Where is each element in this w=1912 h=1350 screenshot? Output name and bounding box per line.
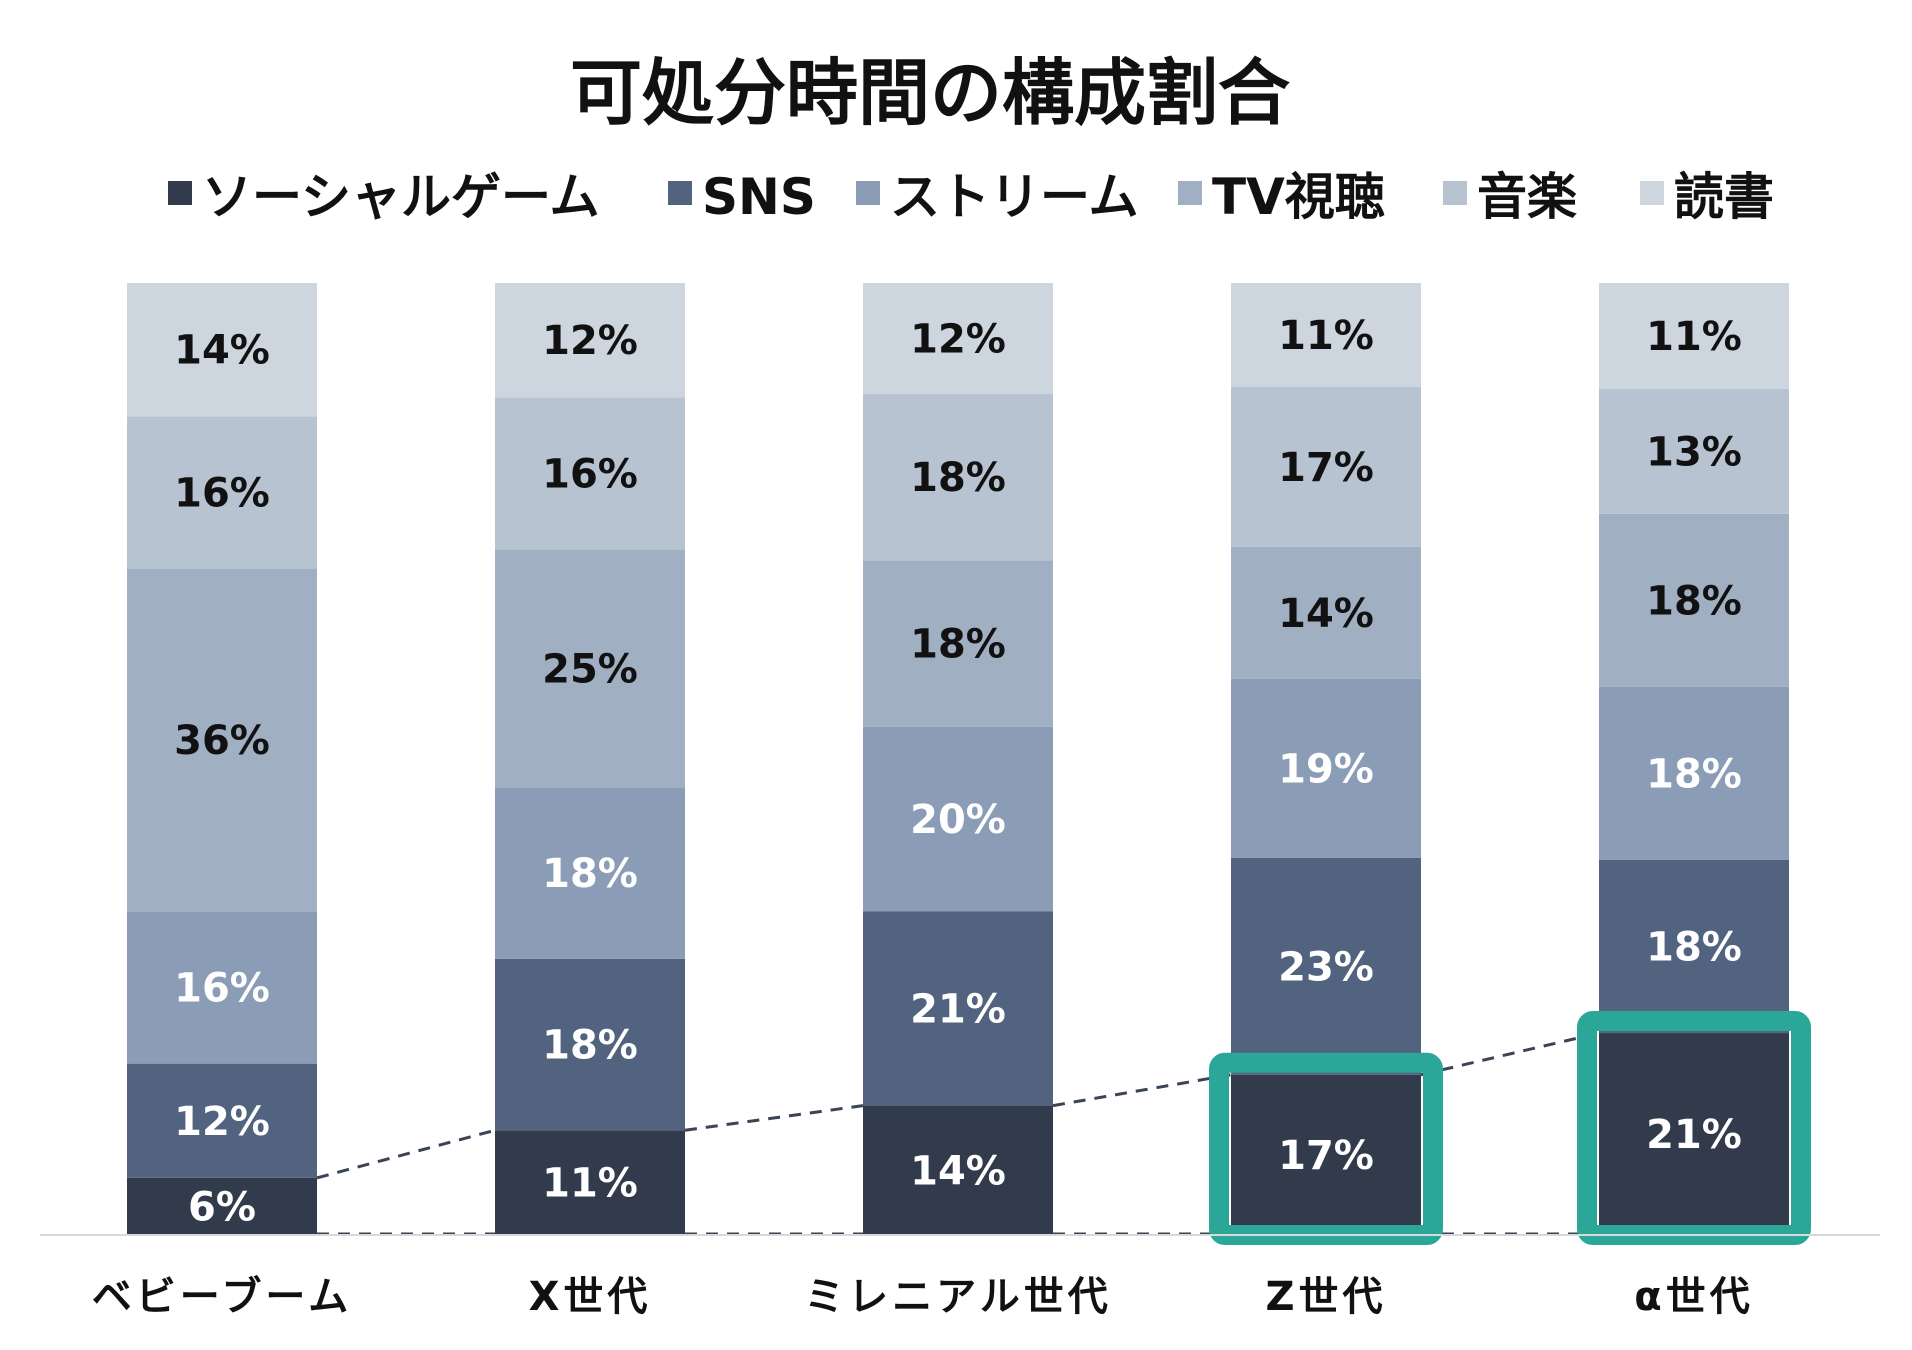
bar-segment [495,1130,685,1235]
connector-line [1420,1031,1600,1077]
bar-segment [127,1177,317,1235]
data-label: 12% [542,318,638,364]
data-label: 18% [1646,751,1742,797]
data-label: 14% [910,1148,1006,1194]
data-label: 18% [542,1023,638,1069]
data-label: 13% [1646,429,1742,475]
data-label: 11% [1646,314,1742,360]
chart-title: 可処分時間の構成割合 [570,51,1290,135]
bar-segment [1599,859,1789,1034]
bar-segment [127,283,317,417]
bar-segment [1231,386,1421,547]
data-label: 18% [910,455,1006,501]
data-label: 18% [910,621,1006,667]
category-label: ベビーブーム [92,1274,352,1320]
data-label: 14% [174,328,270,374]
bar-segment [127,568,317,912]
bar-segment [127,416,317,569]
bar-segment [1599,283,1789,389]
data-label: 19% [1278,746,1374,792]
legend-swatch [856,181,880,205]
legend-swatch [668,181,692,205]
data-label: 11% [542,1161,638,1207]
bar-segment [495,283,685,398]
bar-segment [1231,857,1421,1075]
data-labels: 6% 12% 16% 36% 16% 14% 11% 18% 18% 25% 16% 12% 14% 21… [174,313,1742,1231]
data-label: 6% [188,1184,256,1230]
data-label: 23% [1278,944,1374,990]
bar-segment [1599,513,1789,687]
data-label: 11% [1278,313,1374,359]
bar-segment [1599,686,1789,860]
bar-segment [127,911,317,1064]
bar-segment [495,958,685,1131]
data-label: 12% [910,316,1006,362]
legend-swatch [1443,181,1467,205]
bar-segment [863,1105,1053,1235]
data-label: 16% [542,451,638,497]
category-label: Z世代 [1265,1274,1386,1320]
bars [127,283,1789,1235]
legend-label: SNS [702,168,816,226]
bar-segment [863,283,1053,394]
data-label: 14% [1278,591,1374,637]
bar-segment [863,393,1053,561]
data-label: 25% [542,647,638,693]
data-label: 16% [174,965,270,1011]
bar-segment [495,549,685,788]
data-label: 18% [1646,925,1742,971]
category-labels: ベビーブーム X世代 ミレニアル世代 Z世代 α世代 [92,1274,1753,1320]
connector-line [316,1128,496,1180]
bar-segment [1231,678,1421,858]
data-label: 18% [1646,578,1742,624]
bar-segment [1231,546,1421,679]
category-label: ミレニアル世代 [804,1274,1112,1320]
bar-segment [863,726,1053,912]
data-label: 21% [1646,1112,1742,1158]
data-label: 21% [910,987,1006,1033]
category-label: α世代 [1634,1274,1753,1320]
legend: ソーシャルゲーム SNS ストリーム TV視聴 音楽 読書 [168,168,1774,226]
legend-label: ストリーム [890,168,1139,226]
data-label: 16% [174,470,270,516]
bar-segment [863,560,1053,727]
bar-segment [1231,283,1421,387]
bar-segment [495,397,685,550]
legend-label: 音楽 [1477,168,1577,226]
connector-line [684,1104,864,1132]
bar-segment [127,1063,317,1178]
legend-label: 読書 [1674,168,1774,226]
bar-segment [1231,1074,1421,1235]
legend-label: ソーシャルゲーム [202,168,600,226]
data-label: 18% [542,851,638,897]
bar-segment [1599,388,1789,514]
legend-swatch [168,181,192,205]
legend-swatch [1178,181,1202,205]
category-label: X世代 [529,1274,652,1320]
data-label: 20% [910,797,1006,843]
data-label: 17% [1278,445,1374,491]
data-label: 36% [174,718,270,764]
legend-label: TV視聴 [1212,168,1385,226]
bar-segment [495,787,685,959]
legend-swatch [1640,181,1664,205]
data-label: 17% [1278,1133,1374,1179]
connector-line [1052,1073,1232,1108]
bar-segment [863,911,1053,1106]
bar-segment [1599,1033,1789,1235]
data-label: 12% [174,1099,270,1145]
